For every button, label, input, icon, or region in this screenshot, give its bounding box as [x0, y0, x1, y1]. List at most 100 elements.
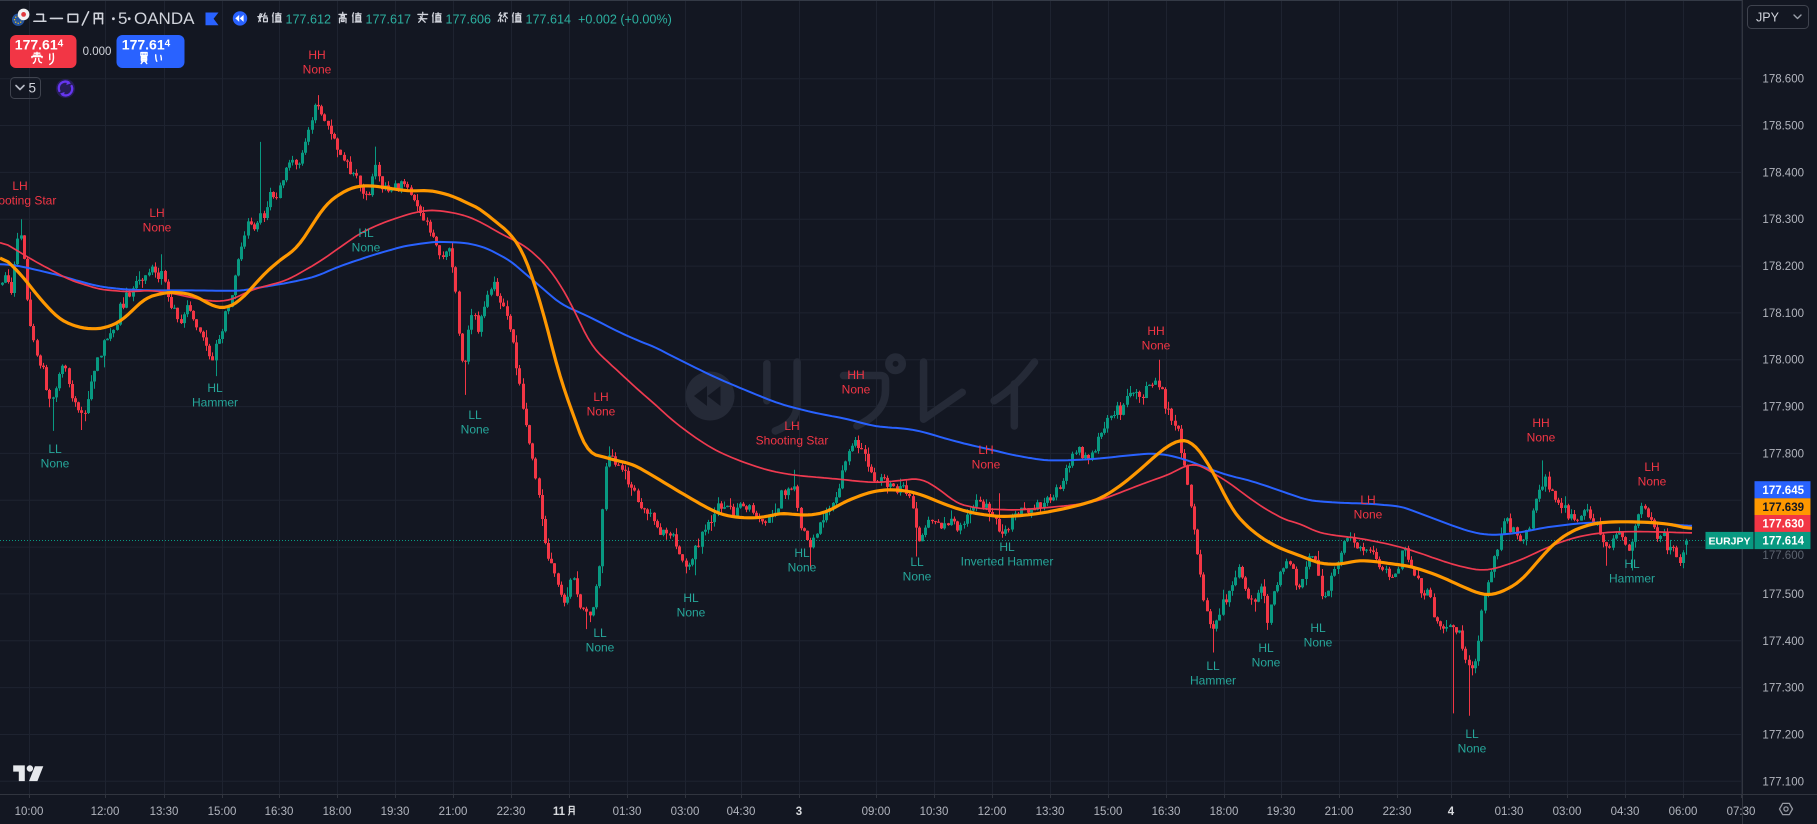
svg-text:LL: LL: [910, 555, 924, 569]
svg-text:178.600: 178.600: [1762, 74, 1804, 86]
svg-text:178.100: 178.100: [1762, 308, 1804, 320]
svg-text:3: 3: [796, 806, 802, 818]
svg-text:HL: HL: [794, 546, 810, 560]
svg-text:None: None: [303, 63, 332, 77]
svg-text:None: None: [1458, 742, 1487, 756]
svg-text:5: 5: [29, 81, 37, 96]
svg-text:LH: LH: [149, 206, 164, 220]
svg-text:178.300: 178.300: [1762, 214, 1804, 226]
svg-text:16:30: 16:30: [1152, 806, 1181, 818]
svg-text:0.000: 0.000: [83, 46, 112, 58]
svg-text:HH: HH: [1532, 416, 1549, 430]
svg-text:None: None: [1527, 431, 1556, 445]
svg-text:HL: HL: [1310, 621, 1326, 635]
svg-text:HL: HL: [683, 591, 699, 605]
svg-text:177.630: 177.630: [1762, 519, 1804, 531]
svg-text:177.612: 177.612: [286, 12, 332, 26]
svg-text:4: 4: [1448, 806, 1455, 818]
svg-text:None: None: [903, 570, 932, 584]
svg-text:None: None: [41, 457, 70, 471]
svg-text:21:00: 21:00: [439, 806, 468, 818]
svg-text:HH: HH: [1147, 324, 1164, 338]
svg-text:04:30: 04:30: [727, 806, 756, 818]
svg-text:16:30: 16:30: [265, 806, 294, 818]
svg-text:178.000: 178.000: [1762, 355, 1804, 367]
svg-text:177.100: 177.100: [1762, 776, 1804, 788]
svg-text:177.400: 177.400: [1762, 636, 1804, 648]
svg-text:LH: LH: [12, 179, 27, 193]
svg-text:HL: HL: [999, 540, 1015, 554]
svg-text:None: None: [461, 423, 490, 437]
svg-text:None: None: [587, 405, 616, 419]
svg-text:177.606: 177.606: [446, 12, 492, 26]
svg-text:LL: LL: [48, 442, 62, 456]
svg-text:177.300: 177.300: [1762, 683, 1804, 695]
svg-text:None: None: [1252, 656, 1281, 670]
svg-text:None: None: [677, 606, 706, 620]
svg-text:177.500: 177.500: [1762, 589, 1804, 601]
svg-text:None: None: [788, 561, 817, 575]
svg-text:03:00: 03:00: [1553, 806, 1582, 818]
svg-text:None: None: [1142, 339, 1171, 353]
svg-text:5: 5: [118, 9, 127, 28]
svg-text:177.200: 177.200: [1762, 730, 1804, 742]
svg-text:177.614: 177.614: [122, 37, 171, 53]
svg-text:13:30: 13:30: [150, 806, 179, 818]
svg-text:22:30: 22:30: [1383, 806, 1412, 818]
svg-text:177.600: 177.600: [1762, 550, 1804, 562]
svg-text:177.614: 177.614: [526, 12, 572, 26]
svg-text:Hammer: Hammer: [192, 396, 238, 410]
svg-text:None: None: [972, 458, 1001, 472]
svg-text:13:30: 13:30: [1036, 806, 1065, 818]
svg-text:10:30: 10:30: [920, 806, 949, 818]
svg-text:Hammer: Hammer: [1609, 572, 1655, 586]
svg-text:HH: HH: [308, 48, 325, 62]
svg-text:None: None: [1638, 475, 1667, 489]
svg-text:OANDA: OANDA: [134, 9, 195, 28]
svg-text:None: None: [352, 241, 381, 255]
svg-text:177.900: 177.900: [1762, 402, 1804, 414]
svg-text:177.800: 177.800: [1762, 448, 1804, 460]
svg-text:None: None: [143, 221, 172, 235]
svg-text:LL: LL: [593, 626, 607, 640]
svg-text:11: 11: [553, 806, 566, 818]
svg-text:19:30: 19:30: [381, 806, 410, 818]
svg-text:Shooting Star: Shooting Star: [756, 434, 829, 448]
svg-text:04:30: 04:30: [1611, 806, 1640, 818]
svg-text:178.500: 178.500: [1762, 121, 1804, 133]
svg-text:22:30: 22:30: [497, 806, 526, 818]
svg-text:12:00: 12:00: [91, 806, 120, 818]
svg-text:+0.002 (+0.00%): +0.002 (+0.00%): [578, 12, 672, 26]
svg-text:LL: LL: [468, 408, 482, 422]
svg-text:EURJPY: EURJPY: [1708, 536, 1750, 548]
svg-text:18:00: 18:00: [323, 806, 352, 818]
svg-text:177.617: 177.617: [366, 12, 412, 26]
svg-text:LH: LH: [978, 443, 993, 457]
svg-text:01:30: 01:30: [1495, 806, 1524, 818]
svg-text:LH: LH: [1644, 460, 1659, 474]
svg-text:None: None: [842, 383, 871, 397]
svg-text:19:30: 19:30: [1267, 806, 1296, 818]
svg-text:LL: LL: [1206, 659, 1220, 673]
svg-text:21:00: 21:00: [1325, 806, 1354, 818]
svg-text:177.645: 177.645: [1762, 485, 1804, 497]
svg-text:HH: HH: [847, 368, 864, 382]
svg-text:HL: HL: [358, 226, 374, 240]
svg-text:HL: HL: [1624, 557, 1640, 571]
svg-text:09:00: 09:00: [862, 806, 891, 818]
svg-text:LL: LL: [1465, 727, 1479, 741]
svg-text:JPY: JPY: [1756, 11, 1780, 25]
svg-text:15:00: 15:00: [1094, 806, 1123, 818]
svg-text:178.400: 178.400: [1762, 167, 1804, 179]
svg-text:Hammer: Hammer: [1190, 674, 1236, 688]
svg-text:177.639: 177.639: [1762, 502, 1804, 514]
svg-text:LH: LH: [784, 419, 799, 433]
svg-text:177.614: 177.614: [15, 37, 64, 53]
svg-text:None: None: [1304, 636, 1333, 650]
svg-text:HL: HL: [1258, 641, 1274, 655]
svg-text:Shooting Star: Shooting Star: [0, 194, 56, 208]
svg-text:12:00: 12:00: [978, 806, 1007, 818]
svg-text:01:30: 01:30: [613, 806, 642, 818]
svg-text:LH: LH: [1360, 493, 1375, 507]
svg-text:07:30: 07:30: [1727, 806, 1756, 818]
